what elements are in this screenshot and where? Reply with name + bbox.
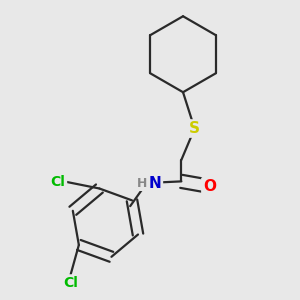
Text: Cl: Cl [51,175,66,189]
Text: H: H [136,176,147,190]
Text: S: S [189,121,200,136]
Text: Cl: Cl [63,276,78,290]
Text: N: N [148,176,161,190]
Text: O: O [203,179,216,194]
